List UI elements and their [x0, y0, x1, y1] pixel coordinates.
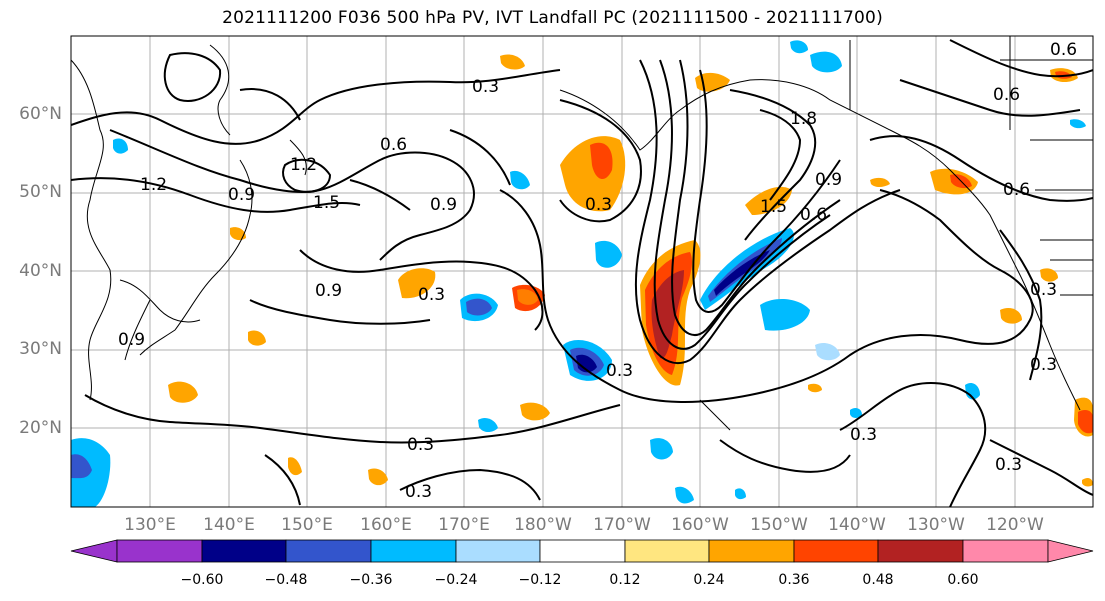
lon-label: 130°E — [124, 515, 176, 535]
colorbar-bin — [370, 539, 457, 563]
colorbar-tick-label: 0.12 — [609, 572, 641, 588]
contour-label: 0.6 — [1050, 40, 1077, 60]
lat-label: 50°N — [19, 182, 62, 202]
contour-label: 0.9 — [118, 330, 145, 350]
contour-label: 0.6 — [380, 135, 407, 155]
colorbar-tick-label: 0.48 — [862, 572, 894, 588]
colorbar — [70, 539, 1094, 563]
contour-label: 0.6 — [993, 85, 1020, 105]
colorbar-bin — [201, 539, 287, 563]
map-title: 2021111200 F036 500 hPa PV, IVT Landfall… — [222, 8, 883, 28]
contour-label: 1.2 — [290, 155, 317, 175]
lat-label: 30°N — [19, 339, 62, 359]
lon-label: 170°W — [593, 515, 651, 535]
contour-label: 0.3 — [1030, 355, 1057, 375]
colorbar-tick-label: −0.24 — [434, 572, 478, 588]
lon-label: 140°E — [203, 515, 255, 535]
contour-label: 0.3 — [585, 195, 612, 215]
contour-label: 0.9 — [815, 170, 842, 190]
colorbar-bin — [877, 539, 964, 563]
contour-label: 0.3 — [995, 455, 1022, 475]
contour-label: 1.5 — [313, 193, 340, 213]
colorbar-tick-label: −0.48 — [264, 572, 308, 588]
lon-label: 180°W — [514, 515, 572, 535]
contour-label: 0.3 — [472, 77, 499, 97]
contour-labels: 0.3 0.3 0.3 0.3 0.3 0.3 0.3 0.3 0.3 0.3 … — [118, 40, 1077, 502]
contour-label: 0.3 — [850, 425, 877, 445]
colorbar-tick-label: 0.60 — [947, 572, 979, 588]
lat-label: 60°N — [19, 104, 62, 124]
colorbar-extend-high — [1047, 539, 1094, 563]
colorbar-bin — [116, 539, 203, 563]
contour-label: 0.3 — [1030, 280, 1057, 300]
colorbar-bin — [539, 539, 626, 563]
colorbar-tick-label: −0.12 — [518, 572, 562, 588]
contour-label: 1.5 — [760, 197, 787, 217]
colorbar-bin — [624, 539, 710, 563]
colorbar-tick-label: −0.36 — [349, 572, 393, 588]
contour-label: 1.2 — [140, 175, 167, 195]
contour-label: 0.3 — [606, 361, 633, 381]
lon-label: 130°W — [907, 515, 965, 535]
lat-label: 40°N — [19, 261, 62, 281]
gridlines — [71, 36, 1093, 507]
lon-label: 160°E — [360, 515, 412, 535]
colorbar-bin — [285, 539, 372, 563]
contour-label: 0.3 — [407, 435, 434, 455]
pv-contours — [71, 39, 1093, 507]
colorbar-tick-label: −0.60 — [180, 572, 224, 588]
contour-label: 0.9 — [228, 185, 255, 205]
lon-label: 150°W — [750, 515, 808, 535]
contour-label: 1.8 — [790, 109, 817, 129]
colorbar-bin — [455, 539, 541, 563]
contour-label: 0.9 — [430, 195, 457, 215]
colorbar-bin — [962, 539, 1049, 563]
colorbar-tick-label: 0.36 — [778, 572, 810, 588]
lon-label: 170°E — [438, 515, 490, 535]
contour-label: 0.6 — [1003, 180, 1030, 200]
contour-label: 0.3 — [405, 482, 432, 502]
lon-label: 140°W — [828, 515, 886, 535]
colorbar-extend-low — [70, 539, 118, 563]
ivt-shading — [71, 40, 1093, 507]
map-frame — [70, 35, 1094, 508]
colorbar-bin — [793, 539, 879, 563]
colorbar-tick-label: 0.24 — [693, 572, 725, 588]
contour-label: 0.6 — [800, 205, 827, 225]
contour-label: 0.9 — [315, 281, 342, 301]
lon-label: 150°E — [281, 515, 333, 535]
colorbar-bin — [708, 539, 795, 563]
lat-label: 20°N — [19, 418, 62, 438]
contour-label: 0.3 — [418, 285, 445, 305]
lon-label: 120°W — [986, 515, 1044, 535]
lon-label: 160°W — [671, 515, 729, 535]
